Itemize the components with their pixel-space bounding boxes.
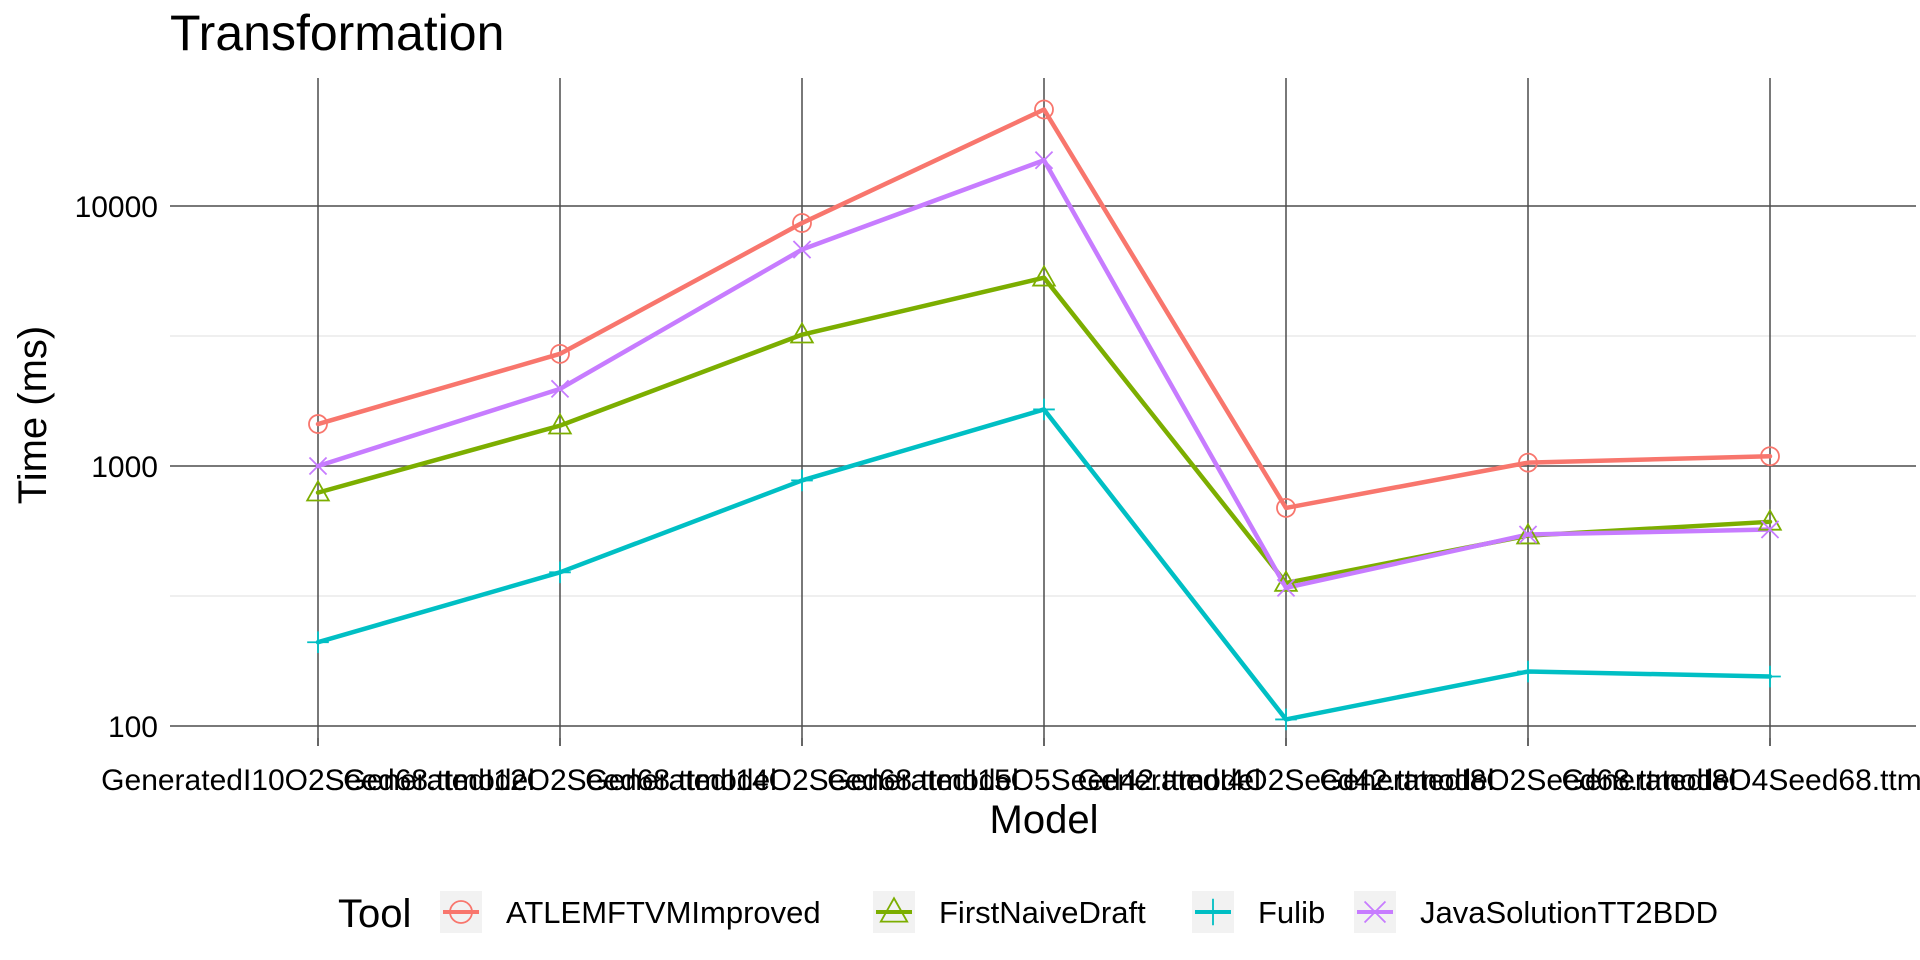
data-point	[1276, 578, 1296, 598]
data-point	[1517, 660, 1539, 683]
legend-title: Tool	[338, 892, 411, 936]
legend-label: ATLEMFTVMImproved	[506, 895, 821, 930]
data-point	[550, 379, 570, 399]
data-point	[547, 412, 573, 435]
series-points	[305, 99, 1783, 731]
data-point	[307, 631, 329, 654]
y-axis-ticks: 100 1000 10000	[75, 191, 158, 744]
x-axis-ticks: GeneratedI10O2Seed68.ttmodelGeneratedI12…	[101, 738, 1920, 797]
minor-gridlines	[170, 335, 1916, 597]
x-tick-label: GeneratedI4O2Seed42.ttmodel	[1078, 764, 1495, 797]
data-point	[1363, 900, 1387, 924]
data-point	[879, 896, 909, 923]
series-line	[315, 107, 1773, 511]
x-tick-label: GeneratedI15O5Seed42.ttmodel	[827, 764, 1261, 797]
data-point	[1759, 665, 1781, 688]
data-point	[1276, 497, 1296, 518]
data-point	[1034, 99, 1054, 120]
data-point	[549, 561, 571, 584]
data-point	[1275, 708, 1297, 731]
x-axis-title: Model	[990, 798, 1099, 842]
x-tick-label: GeneratedI12O2Seed68.ttmodel	[343, 764, 777, 797]
data-point	[308, 456, 328, 476]
legend-label: Fulib	[1258, 895, 1325, 930]
x-tick-label: GeneratedI8O2Seed68.ttmodel	[1320, 764, 1737, 797]
legend-label: JavaSolutionTT2BDD	[1420, 895, 1718, 930]
data-point	[1033, 398, 1055, 421]
data-point	[1199, 898, 1227, 926]
y-tick-label: 1000	[91, 451, 158, 484]
data-point	[1760, 520, 1780, 539]
data-point	[1518, 452, 1538, 473]
data-point	[791, 469, 813, 492]
y-tick-label: 10000	[75, 191, 158, 224]
y-tick-label: 100	[108, 711, 158, 744]
data-point	[1515, 522, 1541, 545]
chart-title: Transformation	[170, 5, 504, 61]
data-point	[1760, 446, 1780, 467]
legend: Tool ATLEMFTVMImproved FirstNaiveDraft Ful…	[338, 891, 1718, 936]
data-point	[449, 900, 473, 924]
data-point	[789, 321, 815, 344]
y-axis-title: Time (ms)	[11, 326, 55, 504]
x-tick-label: GeneratedI10O2Seed68.ttmodel	[101, 764, 535, 797]
data-point	[792, 240, 812, 259]
major-gridlines	[170, 78, 1916, 738]
x-tick-label: GeneratedI8O4Seed68.ttmodel	[1562, 764, 1920, 797]
data-point	[792, 213, 812, 233]
legend-label: FirstNaiveDraft	[939, 895, 1146, 930]
data-point	[308, 414, 328, 434]
data-point	[1518, 525, 1538, 544]
data-point	[1034, 151, 1054, 170]
x-tick-label: GeneratedI14O2Seed68.ttmodel	[585, 764, 1019, 797]
data-point	[1031, 264, 1057, 287]
data-point	[550, 343, 570, 364]
data-point	[305, 479, 331, 502]
